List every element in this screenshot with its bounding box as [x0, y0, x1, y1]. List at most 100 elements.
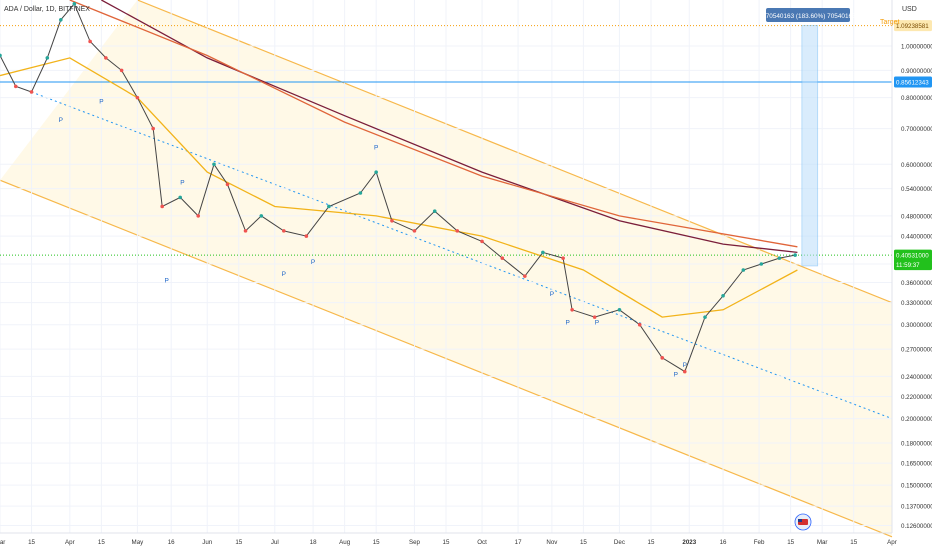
price-point[interactable]: [0, 53, 2, 58]
y-tick-label: 0.60000000: [901, 162, 932, 169]
x-tick-label: Sep: [409, 539, 421, 546]
y-tick-label: 0.22000000: [901, 394, 932, 401]
price-point[interactable]: [243, 229, 248, 233]
x-tick-label: 16: [720, 539, 727, 546]
price-point[interactable]: [88, 39, 92, 44]
target-label: Target: [880, 19, 900, 26]
price-point[interactable]: [259, 214, 264, 218]
price-point[interactable]: [592, 315, 597, 319]
x-tick-label: 15: [373, 539, 380, 546]
price-point[interactable]: [455, 229, 460, 233]
x-tick-label: 15: [235, 539, 242, 546]
y-tick-label: 0.13700000: [901, 504, 932, 511]
price-point[interactable]: [793, 253, 797, 257]
current-price-tag: [894, 249, 932, 261]
x-tick-label: 15: [443, 539, 450, 546]
price-point[interactable]: [29, 90, 34, 94]
x-tick-label: 15: [850, 539, 857, 546]
measure-label: 0.70540163 (183.60%) 70540163: [760, 8, 856, 22]
price-point[interactable]: [160, 204, 164, 209]
x-tick-label: Aug: [339, 539, 351, 546]
price-point[interactable]: [741, 268, 746, 272]
pivot-marker: P: [282, 271, 286, 278]
y-tick-label: 0.16500000: [901, 461, 932, 468]
price-point[interactable]: [759, 262, 764, 266]
price-point[interactable]: [178, 195, 183, 200]
price-point[interactable]: [570, 307, 574, 312]
price-point[interactable]: [104, 56, 108, 60]
price-point[interactable]: [617, 307, 622, 312]
level-price-tag-text: 0.85612343: [896, 79, 929, 86]
price-point[interactable]: [327, 204, 331, 209]
price-point[interactable]: [682, 369, 687, 374]
x-tick-label: Mar: [817, 539, 828, 546]
price-point[interactable]: [660, 356, 665, 360]
countdown-price-tag-text: 11:59:37: [896, 262, 920, 269]
price-point[interactable]: [304, 234, 309, 238]
x-tick-label: Feb: [754, 539, 765, 546]
price-line: [0, 2, 796, 373]
moving-average-long: [101, 0, 798, 254]
price-point[interactable]: [225, 182, 230, 187]
price-point[interactable]: [432, 209, 437, 213]
channel-mid-line: [31, 91, 893, 420]
x-tick-label: Jul: [271, 539, 279, 546]
price-point[interactable]: [196, 214, 201, 218]
x-tick-label: 15: [580, 539, 587, 546]
measure-label-text: 0.70540163 (183.60%) 70540163: [760, 13, 856, 20]
pivot-marker: P: [180, 179, 184, 186]
x-tick-label: 17: [515, 539, 522, 546]
price-point[interactable]: [135, 95, 140, 100]
x-tick-label: Apr: [65, 539, 75, 546]
pivot-marker: P: [374, 144, 378, 151]
price-point[interactable]: [358, 191, 363, 195]
price-point[interactable]: [212, 162, 216, 167]
price-point[interactable]: [777, 256, 782, 260]
pivot-marker: P: [565, 320, 569, 327]
price-point[interactable]: [721, 293, 725, 298]
measure-box[interactable]: [801, 25, 819, 267]
price-point[interactable]: [561, 256, 565, 260]
x-tick-label: Dec: [614, 539, 625, 546]
price-point[interactable]: [59, 17, 63, 22]
y-tick-label: 0.44000000: [901, 234, 932, 241]
price-point[interactable]: [390, 219, 394, 223]
price-point[interactable]: [13, 84, 18, 89]
price-point[interactable]: [523, 274, 527, 278]
y-tick-label: 1.00000000: [901, 44, 932, 51]
current-price-tag-text: 0.40531000: [896, 253, 929, 260]
price-point[interactable]: [72, 2, 77, 6]
countdown-price-tag: [894, 259, 932, 271]
y-tick-label: 0.33000000: [901, 300, 932, 307]
y-tick-label: 0.70000000: [901, 126, 932, 133]
y-tick-label: 0.80000000: [901, 95, 932, 102]
price-point[interactable]: [480, 239, 484, 244]
price-point[interactable]: [500, 256, 505, 260]
price-point[interactable]: [282, 229, 286, 233]
price-point[interactable]: [374, 170, 378, 174]
pivot-marker: P: [99, 99, 103, 106]
tradingview-logo: [794, 513, 812, 531]
x-tick-label: 16: [168, 539, 175, 546]
price-point[interactable]: [151, 126, 155, 131]
y-tick-label: 0.36000000: [901, 280, 932, 287]
price-point[interactable]: [119, 68, 124, 73]
target-price-tag-text: 1.09238581: [896, 23, 929, 30]
price-point[interactable]: [412, 229, 417, 233]
pivot-marker: P: [311, 259, 315, 266]
price-point[interactable]: [45, 56, 50, 60]
x-tick-label: May: [132, 539, 145, 546]
price-point[interactable]: [703, 315, 707, 319]
x-tick-label: 15: [648, 539, 655, 546]
level-price-tag: [894, 76, 932, 88]
x-tick-label: Jun: [202, 539, 213, 546]
price-point[interactable]: [541, 250, 545, 255]
x-tick-label: Mar: [0, 539, 5, 546]
y-tick-label: 0.27000000: [901, 347, 932, 354]
price-point[interactable]: [637, 322, 642, 327]
y-tick-label: 0.54000000: [901, 186, 932, 193]
x-tick-label: 18: [310, 539, 317, 546]
x-tick-label: 15: [98, 539, 105, 546]
